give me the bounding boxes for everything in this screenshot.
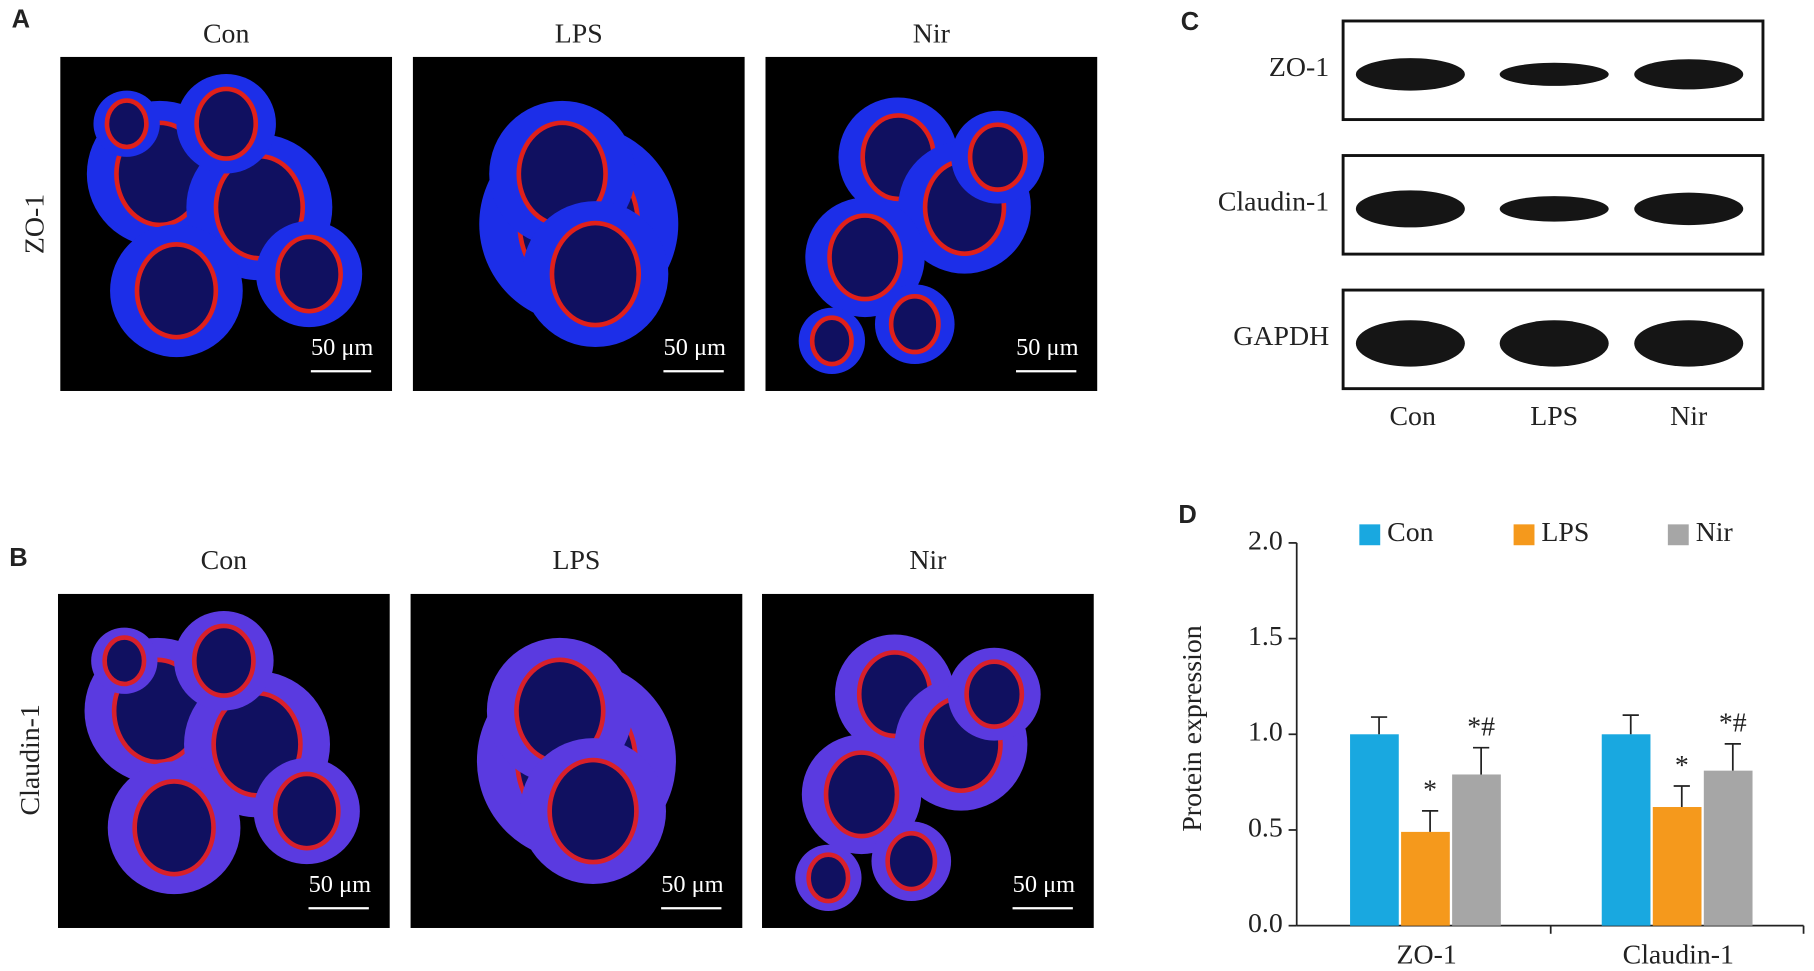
bar (1452, 774, 1501, 926)
y-tick-label: 1.0 (1248, 717, 1283, 748)
lumen (888, 294, 941, 355)
legend-swatch (1513, 524, 1535, 546)
lumen (134, 242, 219, 340)
lumen (272, 771, 341, 851)
y-tick-label: 0.0 (1248, 908, 1283, 939)
blot-row-label: Claudin-1 (1218, 187, 1329, 218)
blot-band (1499, 62, 1609, 86)
bar (1350, 734, 1399, 926)
significance-label: *# (1467, 712, 1495, 743)
error-bar (1370, 716, 1388, 735)
column-label: LPS (552, 545, 600, 576)
lumen (194, 86, 259, 161)
panel-label: B (9, 544, 27, 572)
lumen (964, 659, 1025, 729)
blot-column-label: Con (1389, 401, 1435, 432)
scale-bar-label: 50 μm (311, 334, 373, 361)
lumen (132, 779, 216, 877)
lumen (191, 623, 256, 698)
significance-label: * (1423, 775, 1437, 806)
blot-band (1355, 58, 1465, 91)
bar (1401, 831, 1450, 926)
scale-bar-label: 50 μm (1013, 871, 1075, 898)
lumen (809, 315, 854, 367)
bar (1652, 807, 1702, 926)
error-bar (1421, 809, 1439, 832)
lumen (549, 220, 642, 328)
error-bar (1622, 714, 1639, 735)
scale-bar-label: 50 μm (661, 871, 723, 898)
error-bar (1473, 746, 1490, 775)
error-bar (1673, 785, 1690, 808)
x-tick-label: ZO-1 (1396, 939, 1456, 970)
panel-label: D (1178, 501, 1196, 529)
row-label: ZO-1 (20, 194, 51, 254)
legend-label: Nir (1696, 517, 1734, 548)
blot-band (1634, 59, 1744, 90)
y-tick-label: 1.5 (1248, 621, 1283, 652)
blot-column-label: LPS (1530, 401, 1578, 432)
panel-label: A (12, 6, 30, 34)
significance-label: * (1675, 750, 1689, 781)
lumen (827, 213, 903, 302)
y-tick-label: 2.0 (1248, 525, 1283, 556)
column-label: Nir (909, 545, 947, 576)
scale-bar-label: 50 μm (664, 334, 726, 361)
bar (1703, 770, 1753, 926)
legend-label: Con (1387, 517, 1433, 548)
blot-band (1499, 196, 1609, 222)
column-label: Nir (913, 18, 951, 49)
blot-band (1355, 320, 1465, 367)
lumen (102, 635, 147, 687)
lumen (885, 831, 938, 892)
bar (1601, 734, 1651, 926)
legend-swatch (1359, 524, 1381, 546)
lumen (823, 750, 900, 839)
error-bar (1724, 742, 1741, 771)
blot-band (1355, 190, 1465, 228)
column-label: Con (201, 545, 247, 576)
y-axis-label: Protein expression (1177, 625, 1208, 831)
blot-band (1634, 192, 1744, 226)
legend-label: LPS (1541, 517, 1589, 548)
row-label: Claudin-1 (15, 704, 46, 815)
column-label: LPS (555, 18, 603, 49)
blot-row-label: ZO-1 (1269, 52, 1329, 83)
blot-column-label: Nir (1670, 401, 1708, 432)
lumen (806, 852, 851, 904)
y-tick-label: 0.5 (1248, 812, 1283, 843)
blot-band (1499, 320, 1609, 367)
panel-label: C (1181, 8, 1199, 36)
scale-bar-label: 50 μm (1016, 334, 1078, 361)
x-tick-label: Claudin-1 (1623, 939, 1734, 970)
lumen (547, 757, 639, 865)
blot-row-label: GAPDH (1233, 321, 1329, 352)
significance-label: *# (1719, 708, 1747, 739)
blot-band (1634, 320, 1744, 367)
legend-swatch (1667, 524, 1689, 546)
column-label: Con (203, 18, 249, 49)
scale-bar-label: 50 μm (309, 871, 371, 898)
lumen (967, 122, 1028, 192)
lumen (104, 98, 149, 150)
lumen (275, 234, 343, 314)
